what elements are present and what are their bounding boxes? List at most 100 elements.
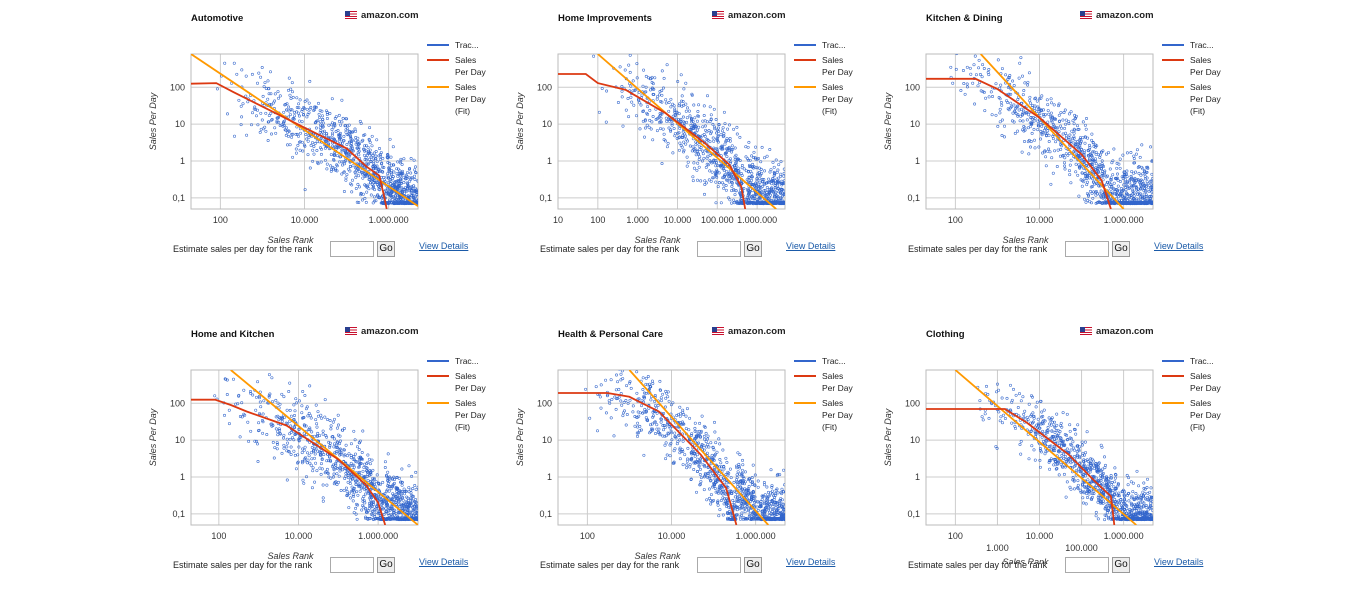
chart-legend: Trac... Sales Per Day Sales Per Day (Fit) bbox=[427, 39, 487, 120]
go-button[interactable]: Go bbox=[377, 241, 395, 257]
legend-item-sales[interactable]: Sales Per Day bbox=[1162, 54, 1222, 78]
tracked-point bbox=[286, 442, 288, 444]
tracked-point bbox=[309, 414, 311, 416]
tracked-point bbox=[997, 125, 999, 127]
tracked-point bbox=[262, 95, 264, 97]
tracked-point bbox=[1060, 127, 1062, 129]
tracked-point bbox=[1060, 148, 1062, 150]
go-button[interactable]: Go bbox=[744, 241, 762, 257]
tracked-point bbox=[1001, 67, 1003, 69]
tracked-point bbox=[636, 371, 638, 373]
tracked-point bbox=[279, 95, 281, 97]
tracked-point bbox=[1133, 195, 1135, 197]
tracked-point bbox=[646, 105, 648, 107]
legend-item-fit[interactable]: Sales Per Day (Fit) bbox=[1162, 81, 1222, 117]
tracked-point bbox=[308, 102, 310, 104]
rank-input[interactable] bbox=[330, 241, 374, 257]
tracked-point bbox=[643, 136, 645, 138]
tracked-point bbox=[1037, 128, 1039, 130]
tracked-point bbox=[297, 144, 299, 146]
view-details-link[interactable]: View Details bbox=[1154, 241, 1203, 251]
tracked-point bbox=[763, 170, 765, 172]
legend-swatch bbox=[427, 402, 449, 404]
rank-input[interactable] bbox=[330, 557, 374, 573]
tracked-point bbox=[1109, 168, 1111, 170]
tracked-point bbox=[712, 137, 714, 139]
legend-item-tracked[interactable]: Trac... bbox=[794, 39, 854, 51]
tracked-point bbox=[1023, 140, 1025, 142]
legend-item-sales[interactable]: Sales Per Day bbox=[427, 54, 487, 78]
tracked-point bbox=[1000, 101, 1002, 103]
tracked-point bbox=[685, 427, 687, 429]
tracked-point bbox=[283, 111, 285, 113]
x-tick-label: 10.000 bbox=[285, 531, 313, 541]
go-button[interactable]: Go bbox=[1112, 241, 1130, 257]
tracked-point bbox=[1048, 140, 1050, 142]
tracked-point bbox=[369, 141, 371, 143]
legend-item-tracked[interactable]: Trac... bbox=[427, 39, 487, 51]
y-axis-label: Sales Per Day bbox=[515, 92, 525, 150]
tracked-point bbox=[358, 171, 360, 173]
tracked-point bbox=[311, 487, 313, 489]
legend-item-fit[interactable]: Sales Per Day (Fit) bbox=[794, 81, 854, 117]
tracked-point bbox=[627, 115, 629, 117]
legend-item-fit[interactable]: Sales Per Day (Fit) bbox=[427, 81, 487, 117]
y-tick-label: 0,1 bbox=[172, 193, 185, 203]
tracked-point bbox=[291, 91, 293, 93]
tracked-point bbox=[693, 104, 695, 106]
tracked-point bbox=[264, 81, 266, 83]
legend-item-tracked[interactable]: Trac... bbox=[427, 355, 487, 367]
tracked-point bbox=[709, 140, 711, 142]
tracked-point bbox=[689, 466, 691, 468]
tracked-point bbox=[290, 446, 292, 448]
tracked-point bbox=[1051, 157, 1053, 159]
legend-label: Sales Per Day bbox=[822, 54, 854, 78]
tracked-point bbox=[620, 400, 622, 402]
tracked-point bbox=[306, 462, 308, 464]
tracked-point bbox=[301, 405, 303, 407]
tracked-point bbox=[651, 380, 653, 382]
tracked-point bbox=[1018, 109, 1020, 111]
tracked-point bbox=[1057, 149, 1059, 151]
tracked-point bbox=[297, 135, 299, 137]
tracked-point bbox=[295, 148, 297, 150]
marketplace-label: amazon.com bbox=[345, 326, 419, 337]
tracked-point bbox=[345, 179, 347, 181]
legend-item-fit[interactable]: Sales Per Day (Fit) bbox=[427, 397, 487, 433]
tracked-point bbox=[668, 127, 670, 129]
tracked-point bbox=[642, 110, 644, 112]
tracked-point bbox=[289, 113, 291, 115]
tracked-point bbox=[1064, 109, 1066, 111]
tracked-point bbox=[307, 153, 309, 155]
x-tick-label: 10 bbox=[553, 215, 563, 225]
view-details-link[interactable]: View Details bbox=[419, 241, 468, 251]
chart-title: Home Improvements bbox=[558, 13, 652, 24]
tracked-point bbox=[701, 135, 703, 137]
legend-item-sales[interactable]: Sales Per Day bbox=[427, 370, 487, 394]
tracked-point bbox=[287, 106, 289, 108]
tracked-point bbox=[291, 81, 293, 83]
tracked-point bbox=[1000, 84, 1002, 86]
tracked-point bbox=[665, 397, 667, 399]
legend-item-sales[interactable]: Sales Per Day bbox=[794, 54, 854, 78]
view-details-link[interactable]: View Details bbox=[419, 557, 468, 567]
tracked-point bbox=[763, 157, 765, 159]
tracked-point bbox=[322, 484, 324, 486]
rank-input[interactable] bbox=[697, 241, 741, 257]
tracked-point bbox=[1116, 167, 1118, 169]
tracked-point bbox=[962, 69, 964, 71]
tracked-point bbox=[963, 82, 965, 84]
tracked-point bbox=[981, 76, 983, 78]
tracked-point bbox=[301, 451, 303, 453]
tracked-point bbox=[720, 499, 722, 501]
view-details-link[interactable]: View Details bbox=[786, 241, 835, 251]
legend-item-tracked[interactable]: Trac... bbox=[1162, 39, 1222, 51]
tracked-point bbox=[757, 480, 759, 482]
go-button[interactable]: Go bbox=[377, 557, 395, 573]
tracked-point bbox=[703, 114, 705, 116]
tracked-point bbox=[312, 467, 314, 469]
rank-input[interactable] bbox=[1065, 241, 1109, 257]
tracked-point bbox=[281, 452, 283, 454]
